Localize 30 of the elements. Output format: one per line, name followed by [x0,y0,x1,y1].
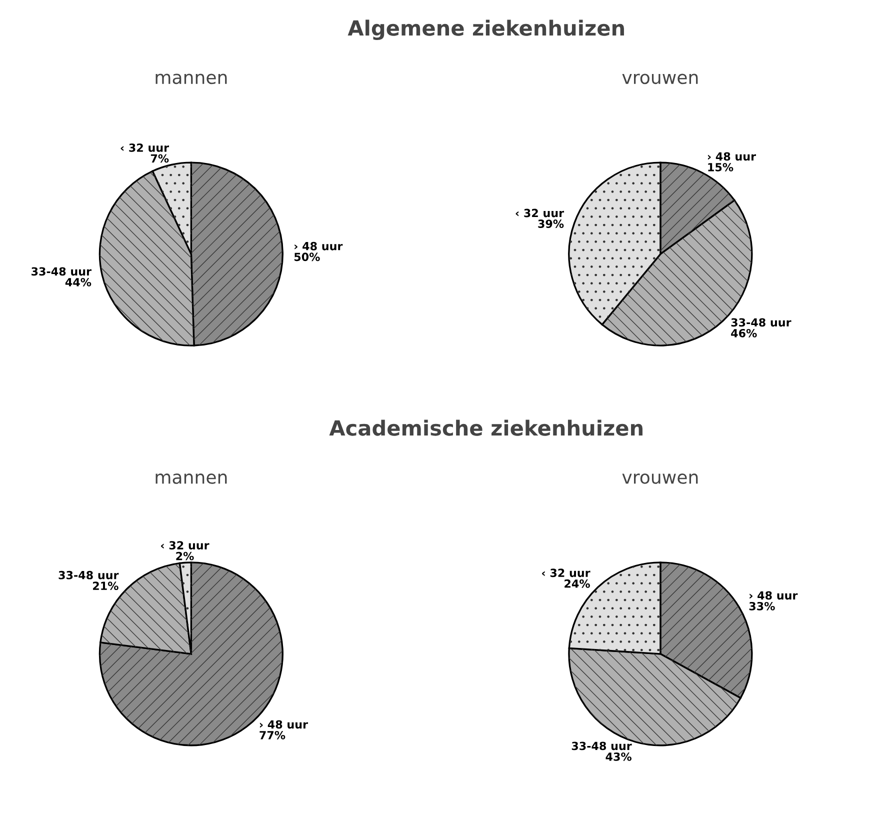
data-label: 50% [294,252,320,262]
slice-label: ‹ 32 uur [120,143,170,152]
data-label: 24% [564,579,590,588]
slice-label: › 48 uur [750,591,798,600]
slice-label: ‹ 32 uur [516,208,564,218]
data-label: 15% [708,162,734,172]
slice-label: 33-48 uur [58,570,119,580]
slice-label: ‹ 32 uur [161,541,210,550]
data-label: 46% [731,328,757,338]
slice-label: 33-48 uur [32,267,92,276]
data-label: 21% [93,582,118,590]
slice-label: › 48 uur [260,720,308,729]
chart-subtitle: mannen [156,474,227,484]
chart-subtitle: vrouwen [622,474,698,484]
data-label: 33% [749,602,775,610]
text: Academische ziekenhuizen [329,420,642,436]
chart-subtitle: vrouwen [622,74,698,84]
slice-label: › 48 uur [294,242,343,250]
text: Algemene ziekenhuizen [348,20,624,40]
chart-subtitle: mannen [156,74,227,84]
data-label: 7% [150,154,169,163]
slice-label: › 48 uur [708,152,756,161]
slice-label: ‹ 32 uur [542,568,590,578]
data-label: 2% [176,552,194,560]
slice-label: 33-48 uur [572,742,632,750]
data-label: 77% [260,730,286,740]
data-label: 43% [606,752,632,761]
slice-label: 33-48 uur [731,318,792,327]
data-label: 44% [65,278,92,286]
data-label: 39% [538,220,564,228]
